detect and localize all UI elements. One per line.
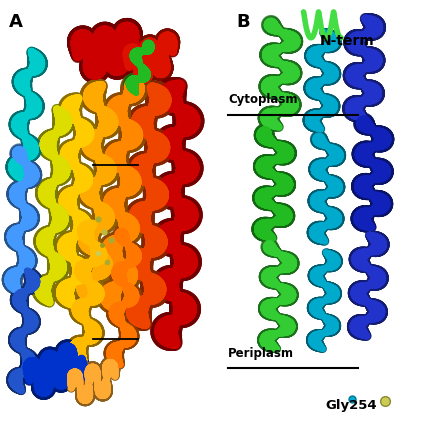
Text: B: B: [236, 13, 250, 31]
Text: N-term: N-term: [319, 34, 374, 48]
Text: Cytoplasm: Cytoplasm: [228, 92, 297, 105]
Text: Periplasm: Periplasm: [228, 346, 294, 359]
Text: Gly254: Gly254: [325, 398, 377, 411]
Text: A: A: [9, 13, 23, 31]
